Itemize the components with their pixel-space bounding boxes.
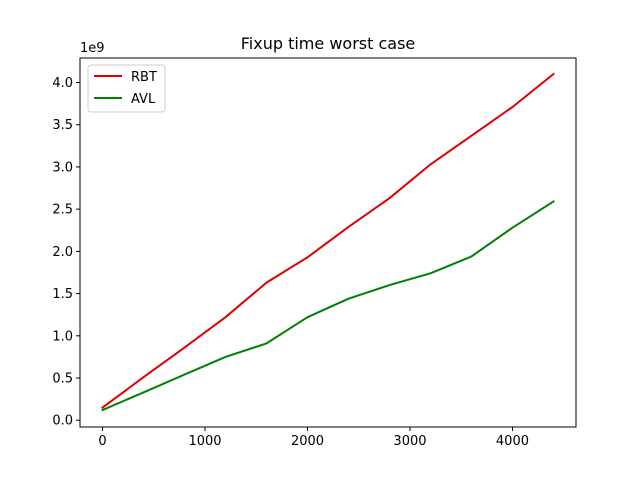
- x-tick-label: 0: [98, 434, 106, 449]
- x-tick-label: 1000: [188, 434, 221, 449]
- y-tick-label: 3.0: [52, 160, 73, 175]
- x-tick-label: 3000: [393, 434, 426, 449]
- axes-frame: [79, 57, 577, 428]
- y-tick-label: 2.0: [52, 245, 73, 260]
- y-tick-label: 0.0: [52, 414, 73, 429]
- y-tick-label: 1.0: [52, 329, 73, 344]
- y-axis-offset-label: 1e9: [80, 41, 105, 56]
- series-line-rbt: [101, 72, 555, 409]
- series-line-avl: [101, 200, 555, 412]
- axes: 0 1000 2000 3000 4000 0.0 0.5 1.0 1.5 2.0 2.5 3.0 3.…: [52, 57, 577, 449]
- plot-area: [101, 72, 555, 412]
- legend-label-rbt: RBT: [131, 70, 157, 85]
- x-tick-label: 4000: [496, 434, 529, 449]
- chart-title: Fixup time worst case: [241, 34, 416, 53]
- y-tick-label: 1.5: [52, 287, 73, 302]
- x-tick-label: 2000: [291, 434, 324, 449]
- legend-label-avl: AVL: [131, 92, 156, 107]
- legend: RBT AVL: [87, 64, 166, 113]
- y-tick-label: 2.5: [52, 203, 73, 218]
- y-tick-label: 3.5: [52, 118, 73, 133]
- y-tick-label: 4.0: [52, 76, 73, 91]
- y-tick-label: 0.5: [52, 372, 73, 387]
